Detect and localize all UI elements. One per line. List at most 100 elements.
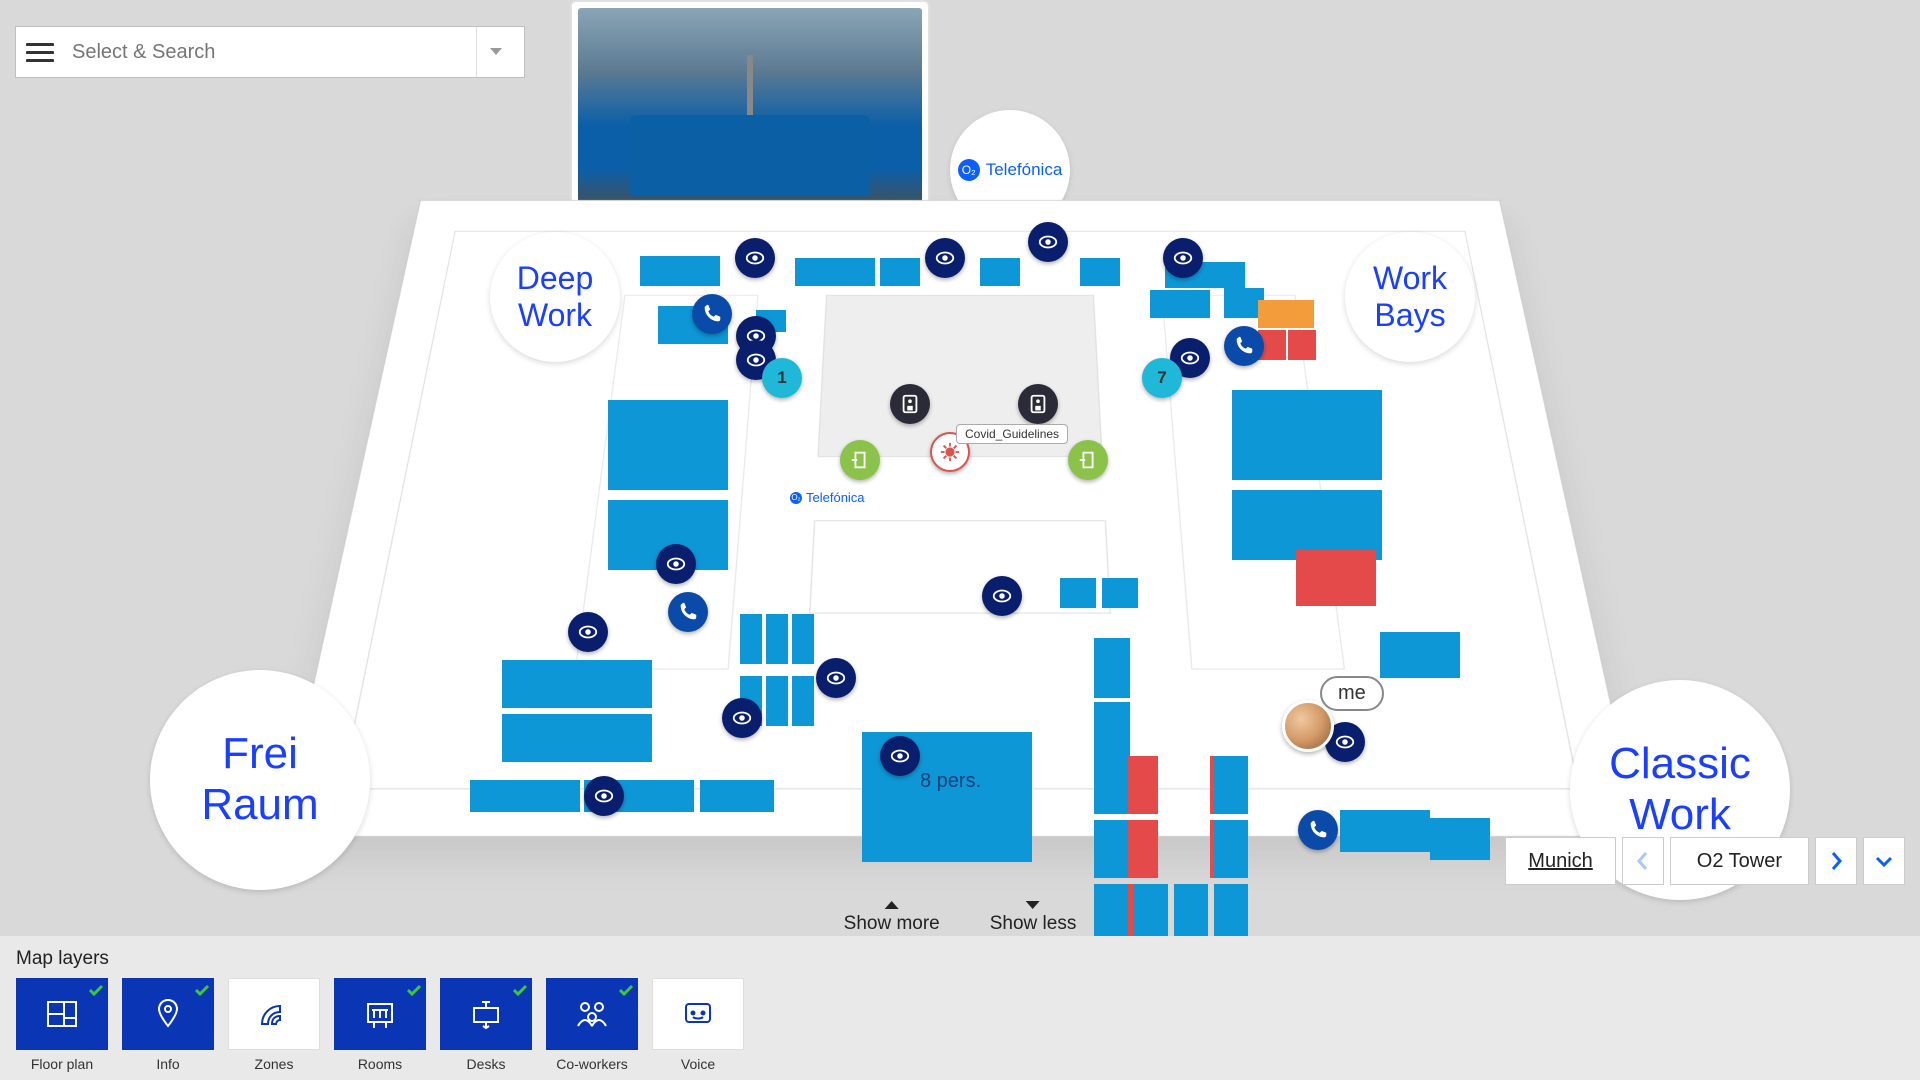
layer-desks[interactable]: Desks <box>440 978 532 1072</box>
desk[interactable] <box>1430 818 1490 860</box>
search-dropdown-button[interactable] <box>476 27 514 77</box>
view-marker[interactable] <box>1028 222 1068 262</box>
layer-tile-coworkers[interactable] <box>546 978 638 1050</box>
desk[interactable] <box>502 714 652 762</box>
desk[interactable] <box>1094 638 1130 698</box>
show-more-button[interactable]: Show more <box>844 899 940 935</box>
layer-label: Zones <box>255 1056 294 1072</box>
desk[interactable] <box>766 676 788 726</box>
layer-label: Desks <box>467 1056 506 1072</box>
elevator-marker[interactable] <box>1018 384 1058 424</box>
layer-tile-rooms[interactable] <box>334 978 426 1050</box>
layer-tile-desks[interactable] <box>440 978 532 1050</box>
view-marker[interactable] <box>735 238 775 278</box>
layer-coworkers[interactable]: Co-workers <box>546 978 638 1072</box>
map-layers-title: Map layers <box>16 948 1904 970</box>
desk[interactable] <box>795 258 835 286</box>
zone-work_bays[interactable]: WorkBays <box>1345 232 1475 362</box>
desk[interactable] <box>880 258 920 286</box>
view-marker[interactable] <box>925 238 965 278</box>
desk[interactable] <box>792 614 814 664</box>
phone-marker[interactable] <box>1298 810 1338 850</box>
layer-voice[interactable]: Voice <box>652 978 744 1072</box>
location-building-label: O2 Tower <box>1670 837 1809 885</box>
desk[interactable] <box>792 676 814 726</box>
desk[interactable] <box>1205 262 1245 288</box>
count-marker-1[interactable]: 1 <box>762 358 802 398</box>
desk[interactable] <box>1380 632 1460 678</box>
desk[interactable] <box>1080 258 1120 286</box>
desk[interactable] <box>740 614 762 664</box>
desk[interactable] <box>502 660 652 708</box>
phone-marker[interactable] <box>692 294 732 334</box>
desk[interactable] <box>1232 390 1382 480</box>
desk[interactable] <box>1150 290 1210 318</box>
layer-label: Info <box>156 1056 179 1072</box>
view-marker[interactable] <box>584 776 624 816</box>
desk[interactable] <box>1340 810 1430 852</box>
desk[interactable] <box>680 256 720 286</box>
desk[interactable] <box>1094 884 1128 942</box>
view-marker[interactable] <box>816 658 856 698</box>
layer-tile-info[interactable] <box>122 978 214 1050</box>
desk[interactable] <box>640 256 680 286</box>
layer-label: Co-workers <box>556 1056 628 1072</box>
location-prev-button[interactable] <box>1622 837 1664 885</box>
desk[interactable] <box>1060 578 1096 608</box>
menu-icon[interactable] <box>26 38 54 66</box>
layer-tile-zones[interactable] <box>228 978 320 1050</box>
exit-marker[interactable] <box>1068 440 1108 480</box>
user-avatar[interactable] <box>1282 700 1334 752</box>
desk[interactable] <box>1174 884 1208 942</box>
layer-rooms[interactable]: Rooms <box>334 978 426 1072</box>
desk[interactable] <box>1214 884 1248 942</box>
count-marker-7[interactable]: 7 <box>1142 358 1182 398</box>
desk[interactable] <box>1124 756 1158 814</box>
zone-frei_raum[interactable]: FreiRaum <box>150 670 370 890</box>
view-marker[interactable] <box>982 576 1022 616</box>
exit-marker[interactable] <box>840 440 880 480</box>
room-capacity-label: 8 pers. <box>920 770 981 793</box>
desk[interactable] <box>1288 330 1316 360</box>
desk[interactable] <box>470 780 580 812</box>
desk[interactable] <box>1214 756 1248 814</box>
location-next-button[interactable] <box>1815 837 1857 885</box>
desk[interactable] <box>700 780 774 812</box>
view-marker[interactable] <box>1163 238 1203 278</box>
desk[interactable] <box>1134 884 1168 942</box>
desk[interactable] <box>1296 550 1376 606</box>
location-city-link[interactable]: Munich <box>1505 837 1615 885</box>
desk[interactable] <box>1258 300 1314 328</box>
desk[interactable] <box>980 258 1020 286</box>
check-icon <box>88 982 104 998</box>
view-marker[interactable] <box>880 736 920 776</box>
location-dropdown-button[interactable] <box>1863 837 1905 885</box>
layer-label: Rooms <box>358 1056 402 1072</box>
elevator-marker[interactable] <box>890 384 930 424</box>
layer-floorplan[interactable]: Floor plan <box>16 978 108 1072</box>
telefonica-small-label: O₂Telefónica <box>790 490 865 505</box>
layer-tile-floorplan[interactable] <box>16 978 108 1050</box>
desk[interactable] <box>766 614 788 664</box>
desk[interactable] <box>1094 820 1128 878</box>
view-marker[interactable] <box>568 612 608 652</box>
search-input[interactable] <box>72 41 476 64</box>
desk[interactable] <box>1102 578 1138 608</box>
layer-zones[interactable]: Zones <box>228 978 320 1072</box>
layer-info[interactable]: Info <box>122 978 214 1072</box>
desk[interactable] <box>608 400 728 490</box>
desk[interactable] <box>1094 702 1130 762</box>
map-layers-panel: Map layers Floor plan Info Zones Rooms Desks… <box>0 936 1920 1080</box>
covid-guidelines-tooltip: Covid_Guidelines <box>956 424 1068 444</box>
zone-deep_work[interactable]: DeepWork <box>490 232 620 362</box>
layer-tile-voice[interactable] <box>652 978 744 1050</box>
view-marker[interactable] <box>656 544 696 584</box>
desk[interactable] <box>835 258 875 286</box>
phone-marker[interactable] <box>1224 326 1264 366</box>
view-marker[interactable] <box>722 698 762 738</box>
show-less-button[interactable]: Show less <box>990 899 1077 935</box>
desk[interactable] <box>1124 820 1158 878</box>
desk[interactable] <box>1214 820 1248 878</box>
phone-marker[interactable] <box>668 592 708 632</box>
desk[interactable] <box>1094 756 1128 814</box>
